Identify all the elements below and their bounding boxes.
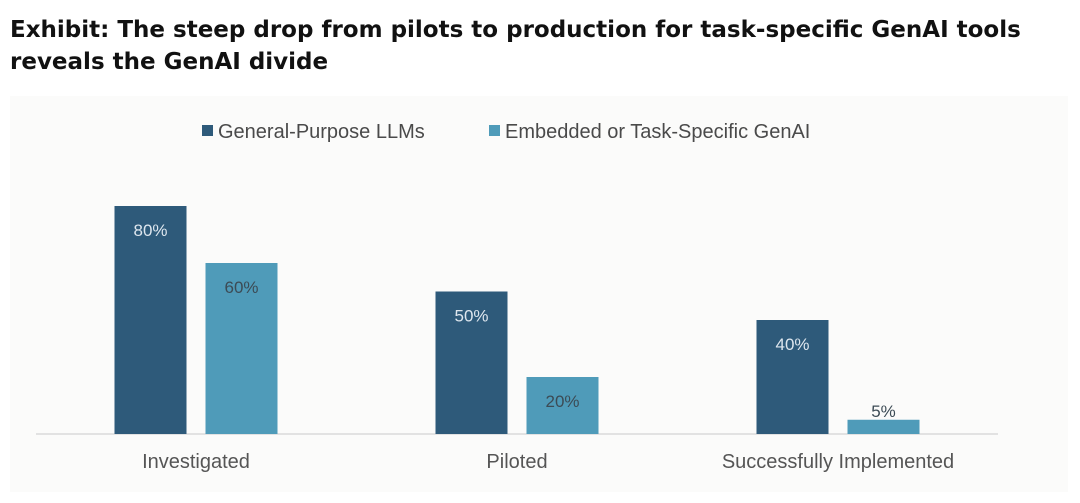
data-label-group: 80% 60% 50% 20% 40% 5% (133, 221, 895, 421)
data-label-general-purpose-2: 50% (454, 307, 488, 326)
data-label-task-specific-1: 60% (224, 278, 258, 297)
category-label-2: Piloted (486, 451, 547, 473)
exhibit-title: Exhibit: The steep drop from pilots to p… (10, 17, 1021, 75)
data-label-task-specific-2: 20% (545, 392, 579, 411)
legend-label-2: Embedded or Task-Specific GenAI (505, 121, 810, 143)
data-label-task-specific-3: 5% (871, 402, 896, 421)
legend-label-1: General-Purpose LLMs (218, 121, 425, 143)
category-label-3: Successfully Implemented (722, 451, 954, 473)
bar-general-purpose-1 (114, 206, 187, 434)
chart-legend: General-Purpose LLMs Embedded or Task-Spe… (202, 121, 810, 143)
bar-general-purpose-2 (435, 291, 508, 434)
bar-task-specific-2 (526, 377, 599, 434)
category-label-group: Investigated Piloted Successfully Implemen… (142, 451, 954, 473)
bar-task-specific-1 (205, 263, 278, 434)
legend-swatch-2 (489, 125, 500, 136)
chart-panel: General-Purpose LLMs Embedded or Task-Spe… (10, 96, 1068, 492)
bar-task-specific-3 (847, 419, 920, 434)
category-label-1: Investigated (142, 451, 250, 473)
data-label-general-purpose-1: 80% (133, 221, 167, 240)
bar-group (114, 206, 920, 434)
bar-general-purpose-3 (756, 320, 829, 434)
bar-chart: General-Purpose LLMs Embedded or Task-Spe… (36, 121, 998, 473)
legend-swatch-1 (202, 125, 213, 136)
data-label-general-purpose-3: 40% (775, 335, 809, 354)
